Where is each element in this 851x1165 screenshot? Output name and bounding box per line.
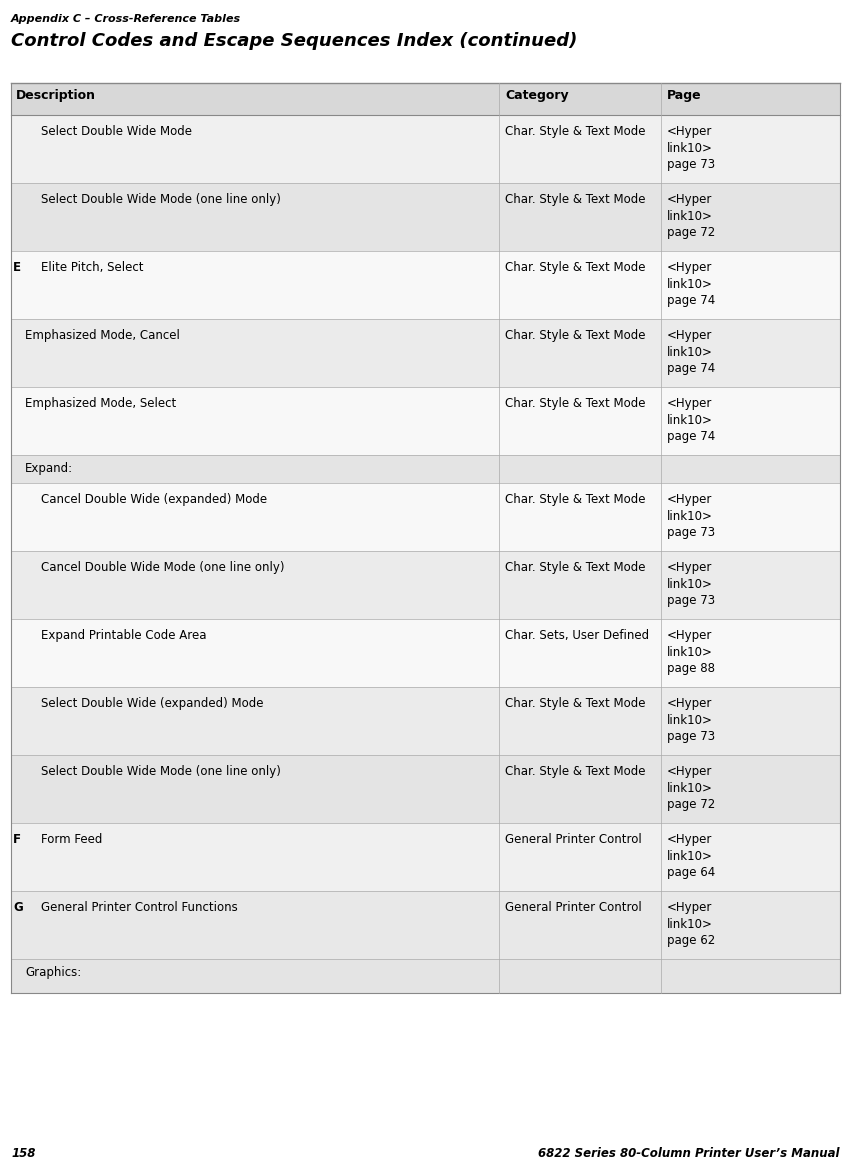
Text: E: E <box>13 261 21 274</box>
Text: <Hyper
link10>
page 74: <Hyper link10> page 74 <box>667 329 715 375</box>
Bar <box>11 387 840 456</box>
Bar <box>11 319 840 387</box>
Text: Select Double Wide (expanded) Mode: Select Double Wide (expanded) Mode <box>41 697 264 709</box>
Text: F: F <box>13 833 21 846</box>
Text: Char. Style & Text Mode: Char. Style & Text Mode <box>505 697 646 709</box>
Text: Page: Page <box>667 89 701 103</box>
Text: Char. Sets, User Defined: Char. Sets, User Defined <box>505 629 649 642</box>
Text: <Hyper
link10>
page 73: <Hyper link10> page 73 <box>667 697 715 743</box>
Text: Char. Style & Text Mode: Char. Style & Text Mode <box>505 329 646 343</box>
Text: <Hyper
link10>
page 72: <Hyper link10> page 72 <box>667 765 715 811</box>
Text: Elite Pitch, Select: Elite Pitch, Select <box>41 261 144 274</box>
Bar <box>11 891 840 959</box>
Text: <Hyper
link10>
page 72: <Hyper link10> page 72 <box>667 193 715 239</box>
Text: Control Codes and Escape Sequences Index (continued): Control Codes and Escape Sequences Index… <box>11 31 577 50</box>
Text: Emphasized Mode, Cancel: Emphasized Mode, Cancel <box>25 329 180 343</box>
Text: Select Double Wide Mode (one line only): Select Double Wide Mode (one line only) <box>41 765 281 778</box>
Text: Select Double Wide Mode (one line only): Select Double Wide Mode (one line only) <box>41 193 281 206</box>
Text: <Hyper
link10>
page 73: <Hyper link10> page 73 <box>667 125 715 171</box>
Text: <Hyper
link10>
page 73: <Hyper link10> page 73 <box>667 493 715 539</box>
Text: <Hyper
link10>
page 74: <Hyper link10> page 74 <box>667 261 715 308</box>
Text: Expand Printable Code Area: Expand Printable Code Area <box>41 629 207 642</box>
Bar <box>11 822 840 891</box>
Bar <box>11 959 840 993</box>
Text: Char. Style & Text Mode: Char. Style & Text Mode <box>505 493 646 506</box>
Text: G: G <box>13 901 23 915</box>
Text: Form Feed: Form Feed <box>41 833 102 846</box>
Text: Expand:: Expand: <box>25 463 73 475</box>
Bar <box>11 456 840 483</box>
Text: Select Double Wide Mode: Select Double Wide Mode <box>41 125 192 137</box>
Bar <box>11 551 840 619</box>
Bar <box>11 483 840 551</box>
Text: <Hyper
link10>
page 88: <Hyper link10> page 88 <box>667 629 715 675</box>
Text: Char. Style & Text Mode: Char. Style & Text Mode <box>505 125 646 137</box>
Text: Graphics:: Graphics: <box>25 966 81 979</box>
Bar <box>11 687 840 755</box>
Text: Char. Style & Text Mode: Char. Style & Text Mode <box>505 261 646 274</box>
Text: Char. Style & Text Mode: Char. Style & Text Mode <box>505 193 646 206</box>
Text: General Printer Control: General Printer Control <box>505 901 642 915</box>
Bar <box>11 115 840 183</box>
Text: <Hyper
link10>
page 64: <Hyper link10> page 64 <box>667 833 715 880</box>
Text: Char. Style & Text Mode: Char. Style & Text Mode <box>505 562 646 574</box>
Text: <Hyper
link10>
page 73: <Hyper link10> page 73 <box>667 562 715 607</box>
Text: Description: Description <box>16 89 96 103</box>
Bar <box>11 755 840 822</box>
Bar <box>11 83 840 115</box>
Text: General Printer Control Functions: General Printer Control Functions <box>41 901 237 915</box>
Text: General Printer Control: General Printer Control <box>505 833 642 846</box>
Text: <Hyper
link10>
page 74: <Hyper link10> page 74 <box>667 397 715 443</box>
Text: Appendix C – Cross-Reference Tables: Appendix C – Cross-Reference Tables <box>11 14 241 24</box>
Text: Char. Style & Text Mode: Char. Style & Text Mode <box>505 765 646 778</box>
Text: <Hyper
link10>
page 62: <Hyper link10> page 62 <box>667 901 715 947</box>
Bar <box>11 250 840 319</box>
Text: 158: 158 <box>11 1148 36 1160</box>
Text: Cancel Double Wide (expanded) Mode: Cancel Double Wide (expanded) Mode <box>41 493 267 506</box>
Bar <box>11 183 840 250</box>
Bar <box>11 619 840 687</box>
Text: 6822 Series 80-Column Printer User’s Manual: 6822 Series 80-Column Printer User’s Man… <box>539 1148 840 1160</box>
Text: Category: Category <box>505 89 568 103</box>
Text: Cancel Double Wide Mode (one line only): Cancel Double Wide Mode (one line only) <box>41 562 284 574</box>
Text: Char. Style & Text Mode: Char. Style & Text Mode <box>505 397 646 410</box>
Text: Emphasized Mode, Select: Emphasized Mode, Select <box>25 397 176 410</box>
